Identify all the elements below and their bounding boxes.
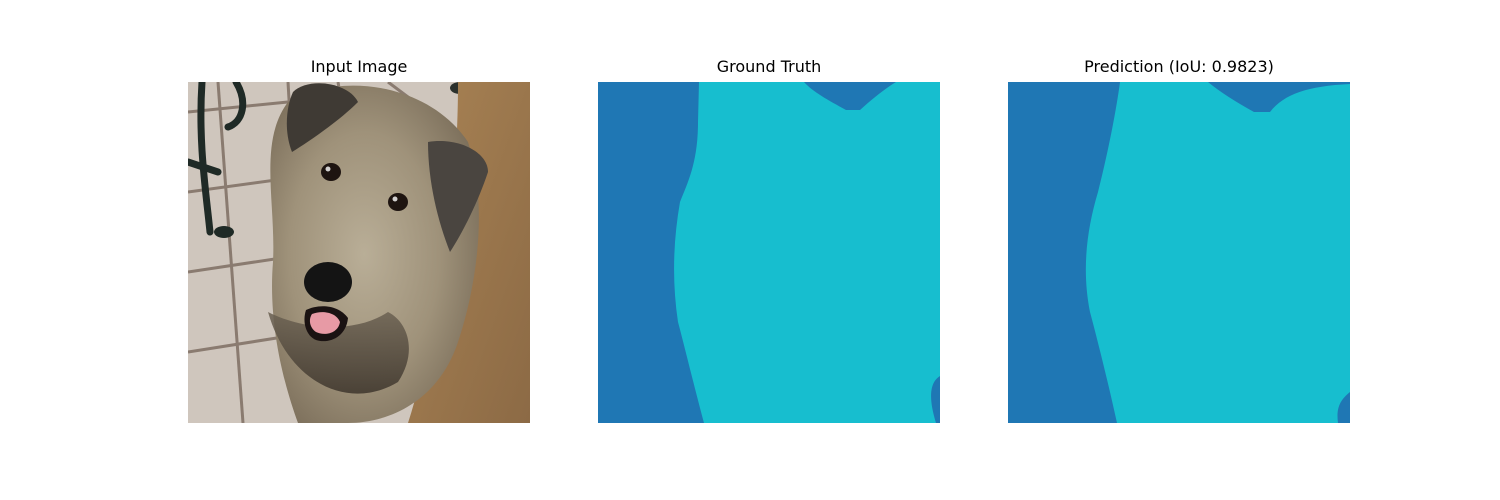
mask-foreground bbox=[1085, 82, 1350, 423]
ground-truth-mask bbox=[598, 82, 940, 423]
input-image bbox=[188, 82, 530, 423]
prediction-panel: Prediction (IoU: 0.9823) bbox=[1008, 0, 1350, 500]
prediction-mask bbox=[1008, 82, 1350, 423]
mask-foreground bbox=[674, 82, 940, 423]
ground-truth-svg bbox=[598, 82, 940, 423]
prediction-title: Prediction (IoU: 0.9823) bbox=[1084, 57, 1274, 76]
input-image-panel: Input Image bbox=[188, 0, 530, 500]
ground-truth-panel: Ground Truth bbox=[598, 0, 940, 500]
ground-truth-title: Ground Truth bbox=[716, 57, 822, 76]
input-image-title: Input Image bbox=[310, 57, 408, 76]
dog-photo bbox=[188, 82, 530, 423]
prediction-svg bbox=[1008, 82, 1350, 423]
